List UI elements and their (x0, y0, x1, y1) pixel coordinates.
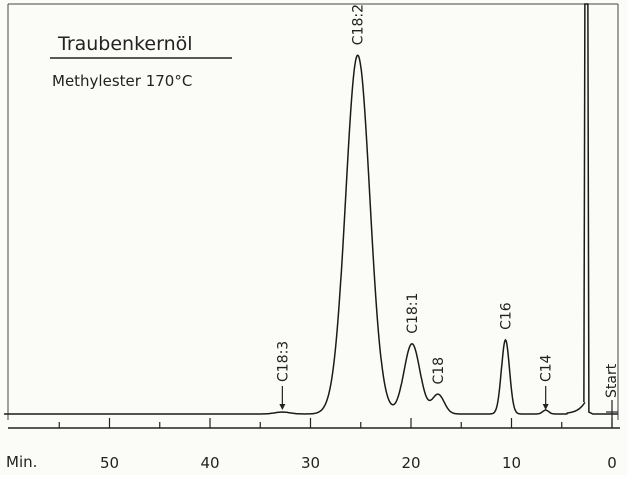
peak-label: C14 (539, 354, 555, 382)
chart-subtitle: Methylester 170°C (52, 72, 192, 90)
x-ticks (58, 418, 613, 428)
peak-label: C16 (499, 302, 515, 330)
peak-label: C18:2 (351, 4, 367, 45)
x-tick-label: 50 (100, 454, 119, 472)
chromatogram-trace (4, 54, 586, 415)
peak-arrow-head (279, 404, 286, 410)
x-tick-label: 30 (301, 454, 320, 472)
peak-label: C18 (431, 357, 447, 385)
x-tick-labels: 50 40 30 20 10 0 (100, 454, 617, 472)
peak-arrows (279, 386, 549, 410)
x-tick-label: 0 (607, 454, 617, 472)
x-axis-unit-label: Min. (6, 453, 37, 471)
peak-arrow-head (542, 404, 549, 410)
x-tick-label: 40 (200, 454, 219, 472)
chart-title: Traubenkernöl (57, 33, 193, 55)
x-tick-label: 20 (401, 454, 420, 472)
start-label: Start (604, 363, 620, 398)
peak-label: C18:1 (405, 293, 421, 334)
solvent-peak (583, 3, 618, 415)
peak-labels: C18:2 C18:1 C18 C16 C14 C18:3 (275, 4, 554, 385)
peak-label: C18:3 (275, 341, 291, 382)
x-tick-label: 10 (502, 454, 521, 472)
